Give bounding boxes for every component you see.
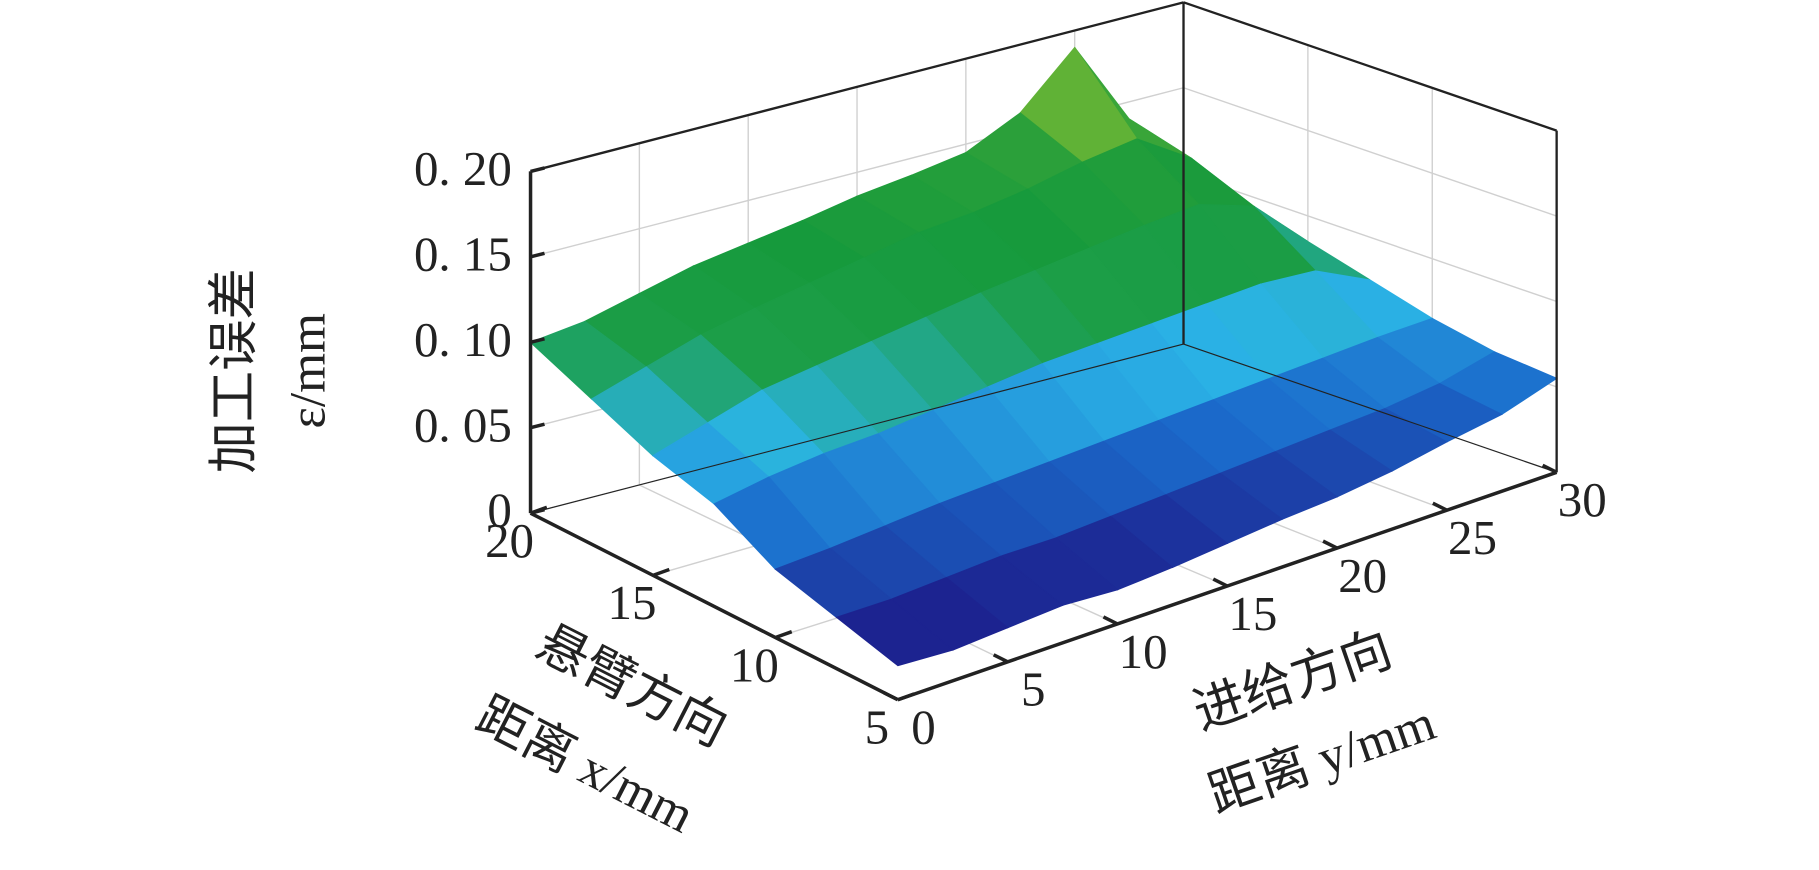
z-tick-label: 0: [487, 483, 511, 538]
x-tick-label: 15: [608, 575, 657, 630]
tick-mark: [530, 337, 545, 344]
tick-mark: [1541, 463, 1558, 474]
tick-mark: [774, 630, 793, 640]
tick-mark: [1212, 577, 1229, 588]
y-tick-label: 10: [1119, 624, 1168, 679]
box-edge: [530, 343, 1184, 514]
box-edge: [1183, 1, 1558, 132]
tick-mark: [530, 507, 545, 515]
tick-mark: [530, 166, 545, 174]
z-tick-label: 0. 15: [414, 226, 512, 281]
tick-mark: [1432, 501, 1448, 512]
y-tick-label: 25: [1448, 510, 1497, 565]
tick-mark: [883, 691, 899, 702]
y-tick-label: 5: [1021, 662, 1045, 717]
y-tick-label: 20: [1338, 548, 1387, 603]
x-axis: [529, 511, 899, 702]
z-axis-label: ε/mm: [279, 313, 336, 429]
y-tick-label: 30: [1558, 472, 1607, 527]
x-tick-label: 5: [865, 700, 889, 755]
x-tick-label: 20: [485, 513, 534, 568]
tick-mark: [1102, 615, 1119, 626]
z-axis-label: 加工误差: [206, 268, 263, 473]
tick-mark: [530, 251, 545, 259]
grid-line: [1183, 172, 1557, 303]
tick-mark: [992, 653, 1009, 664]
z-tick-label: 0. 20: [414, 141, 512, 196]
tick-mark: [530, 422, 545, 430]
surface-cell: [835, 598, 954, 667]
grid-line: [1183, 87, 1557, 217]
surface: [529, 46, 1558, 667]
y-tick-label: 15: [1228, 586, 1277, 641]
z-tick-label: 0. 10: [414, 312, 512, 367]
x-tick-label: 10: [730, 637, 779, 692]
y-tick-label: 0: [911, 700, 935, 755]
z-tick-label: 0. 05: [414, 397, 512, 452]
box-edge: [530, 1, 1184, 173]
tick-mark: [1322, 539, 1338, 550]
box-edge: [1183, 343, 1557, 473]
tick-mark: [897, 692, 915, 702]
tick-mark: [652, 567, 670, 577]
